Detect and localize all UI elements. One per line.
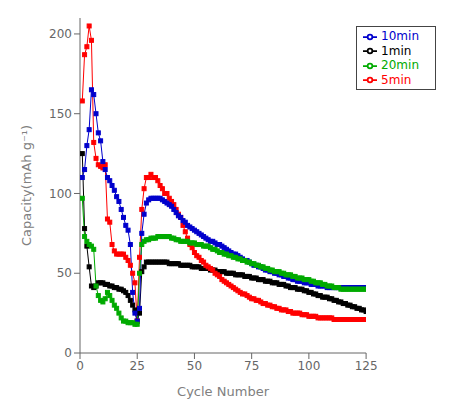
html-text:10min: 10min (381, 29, 419, 43)
svg-text:25: 25 (130, 359, 145, 373)
svg-text:200: 200 (49, 27, 72, 41)
svg-text:100: 100 (49, 187, 72, 201)
svg-text:150: 150 (49, 107, 72, 121)
html-text:20min: 20min (381, 58, 419, 72)
svg-text:125: 125 (355, 359, 378, 373)
svg-text:Cycle Number: Cycle Number (177, 384, 270, 399)
svg-text:100: 100 (297, 359, 320, 373)
html-text:5min: 5min (381, 72, 412, 87)
svg-text:Capacity(mAh g⁻¹): Capacity(mAh g⁻¹) (19, 125, 34, 246)
svg-text:50: 50 (187, 359, 202, 373)
svg-text:50: 50 (57, 266, 72, 280)
svg-text:75: 75 (244, 359, 259, 373)
svg-text:0: 0 (76, 359, 84, 373)
html-text:1min: 1min (381, 43, 412, 58)
svg-text:0: 0 (64, 346, 72, 360)
